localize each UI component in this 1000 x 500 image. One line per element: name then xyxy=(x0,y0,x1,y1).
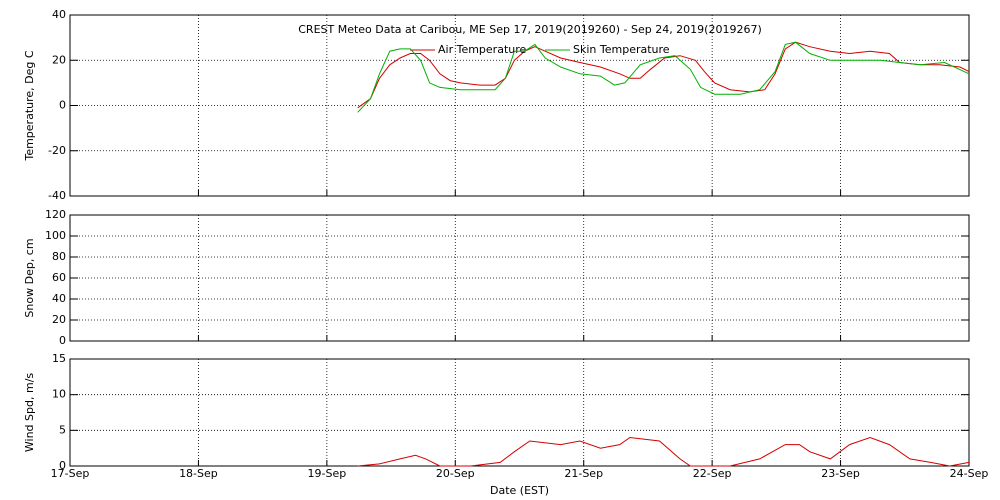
plot-frame xyxy=(69,14,970,197)
data-line xyxy=(357,41,970,109)
y-tick-label: 5 xyxy=(59,423,66,436)
y-tick-label: 0 xyxy=(59,99,66,112)
y-tick-label: 0 xyxy=(59,334,66,347)
y-tick-label: 10 xyxy=(52,388,66,401)
y-tick-label: 80 xyxy=(52,250,66,263)
y-tick-label: 15 xyxy=(52,352,66,365)
y-tick-label: 40 xyxy=(52,8,66,21)
x-tick-label: 17-Sep xyxy=(51,467,90,480)
y-tick-label: 100 xyxy=(45,229,66,242)
y-tick-label: 120 xyxy=(45,208,66,221)
y-axis-label: Temperature, Deg C xyxy=(23,50,36,161)
chart-title: CREST Meteo Data at Caribou, ME Sep 17, … xyxy=(298,23,762,36)
y-tick-label: 0 xyxy=(59,459,66,472)
y-tick-label: -20 xyxy=(48,144,66,157)
data-line xyxy=(357,41,970,113)
x-tick-label: 21-Sep xyxy=(564,467,603,480)
y-tick-label: -40 xyxy=(48,189,66,202)
y-tick-label: 20 xyxy=(52,313,66,326)
plot-frame xyxy=(69,358,970,467)
x-tick-label: 23-Sep xyxy=(821,467,860,480)
x-tick-label: 19-Sep xyxy=(308,467,347,480)
legend-label: Skin Temperature xyxy=(573,43,670,56)
x-tick-label: 22-Sep xyxy=(693,467,732,480)
x-axis-label: Date (EST) xyxy=(490,484,549,497)
y-tick-label: 60 xyxy=(52,271,66,284)
legend-label: Air Temperature xyxy=(438,43,527,56)
y-axis-label: Snow Dep, cm xyxy=(23,238,36,317)
x-tick-label: 18-Sep xyxy=(179,467,218,480)
x-tick-label: 24-Sep xyxy=(950,467,989,480)
y-tick-label: 20 xyxy=(52,53,66,66)
plot-frame xyxy=(69,214,970,342)
y-tick-label: 40 xyxy=(52,292,66,305)
y-axis-label: Wind Spd, m/s xyxy=(23,373,36,453)
data-line xyxy=(357,436,970,467)
x-tick-label: 20-Sep xyxy=(436,467,475,480)
